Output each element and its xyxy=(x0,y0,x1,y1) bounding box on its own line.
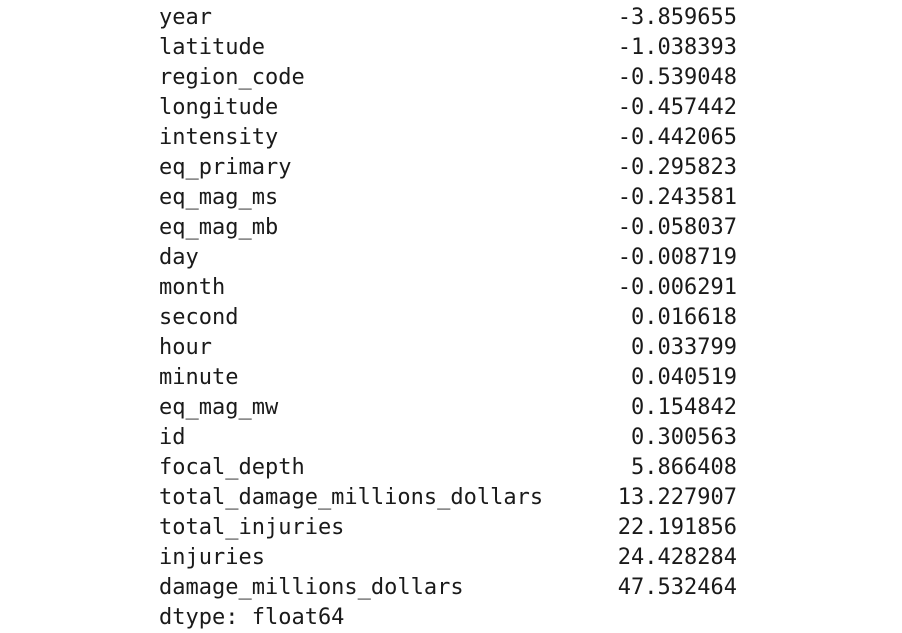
series-row: intensity -0.442065 xyxy=(159,123,749,153)
series-row: second 0.016618 xyxy=(159,303,749,333)
series-value: -0.539048 xyxy=(617,65,737,90)
series-value: -1.038393 xyxy=(617,35,737,60)
series-value: 13.227907 xyxy=(617,485,737,510)
series-index-label: id xyxy=(159,425,186,450)
series-value: -0.457442 xyxy=(617,95,737,120)
series-index-label: total_damage_millions_dollars xyxy=(159,485,544,510)
series-row: damage_millions_dollars 47.532464 xyxy=(159,573,749,603)
series-row: month -0.006291 xyxy=(159,273,749,303)
series-row: total_damage_millions_dollars 13.227907 xyxy=(159,483,749,513)
series-index-label: hour xyxy=(159,335,212,360)
series-index-label: month xyxy=(159,275,226,300)
series-index-label: damage_millions_dollars xyxy=(159,575,464,600)
series-row: eq_mag_ms -0.243581 xyxy=(159,183,749,213)
series-index-label: day xyxy=(159,245,199,270)
series-index-label: eq_primary xyxy=(159,155,292,180)
series-value: 24.428284 xyxy=(617,545,737,570)
series-value: -0.295823 xyxy=(617,155,737,180)
series-value: 0.033799 xyxy=(631,335,737,360)
series-row: region_code -0.539048 xyxy=(159,63,749,93)
dtype-line: dtype: float64 xyxy=(159,605,345,630)
series-value: 5.866408 xyxy=(631,455,737,480)
series-index-label: year xyxy=(159,5,212,30)
series-value: -3.859655 xyxy=(617,5,737,30)
series-index-label: second xyxy=(159,305,239,330)
series-value: -0.442065 xyxy=(617,125,737,150)
series-value: 0.300563 xyxy=(631,425,737,450)
series-row: injuries 24.428284 xyxy=(159,543,749,573)
series-value: 22.191856 xyxy=(617,515,737,540)
series-value: -0.058037 xyxy=(617,215,737,240)
series-index-label: longitude xyxy=(159,95,279,120)
series-index-label: minute xyxy=(159,365,239,390)
series-value: 0.154842 xyxy=(631,395,737,420)
series-index-label: region_code xyxy=(159,65,305,90)
series-index-label: latitude xyxy=(159,35,265,60)
series-row: total_injuries 22.191856 xyxy=(159,513,749,543)
series-row: day -0.008719 xyxy=(159,243,749,273)
series-row: latitude -1.038393 xyxy=(159,33,749,63)
series-row: longitude -0.457442 xyxy=(159,93,749,123)
series-row: year -3.859655 xyxy=(159,3,749,33)
series-value: 0.016618 xyxy=(631,305,737,330)
series-value: 47.532464 xyxy=(617,575,737,600)
series-value: -0.243581 xyxy=(617,185,737,210)
series-index-label: eq_mag_mb xyxy=(159,215,279,240)
series-row: minute 0.040519 xyxy=(159,363,749,393)
series-index-label: eq_mag_mw xyxy=(159,395,279,420)
series-index-label: intensity xyxy=(159,125,279,150)
series-index-label: injuries xyxy=(159,545,265,570)
series-index-label: eq_mag_ms xyxy=(159,185,279,210)
series-row: eq_mag_mw 0.154842 xyxy=(159,393,749,423)
series-row: eq_primary -0.295823 xyxy=(159,153,749,183)
series-index-label: total_injuries xyxy=(159,515,345,540)
series-row: eq_mag_mb -0.058037 xyxy=(159,213,749,243)
series-value: -0.008719 xyxy=(617,245,737,270)
series-index-label: focal_depth xyxy=(159,455,305,480)
series-row: id 0.300563 xyxy=(159,423,749,453)
series-output: year -3.859655 latitude -1.038393 region_cod… xyxy=(159,3,749,633)
series-value: 0.040519 xyxy=(631,365,737,390)
series-row: hour 0.033799 xyxy=(159,333,749,363)
series-rows: year -3.859655 latitude -1.038393 region_cod… xyxy=(159,3,749,603)
series-row: focal_depth 5.866408 xyxy=(159,453,749,483)
series-value: -0.006291 xyxy=(617,275,737,300)
